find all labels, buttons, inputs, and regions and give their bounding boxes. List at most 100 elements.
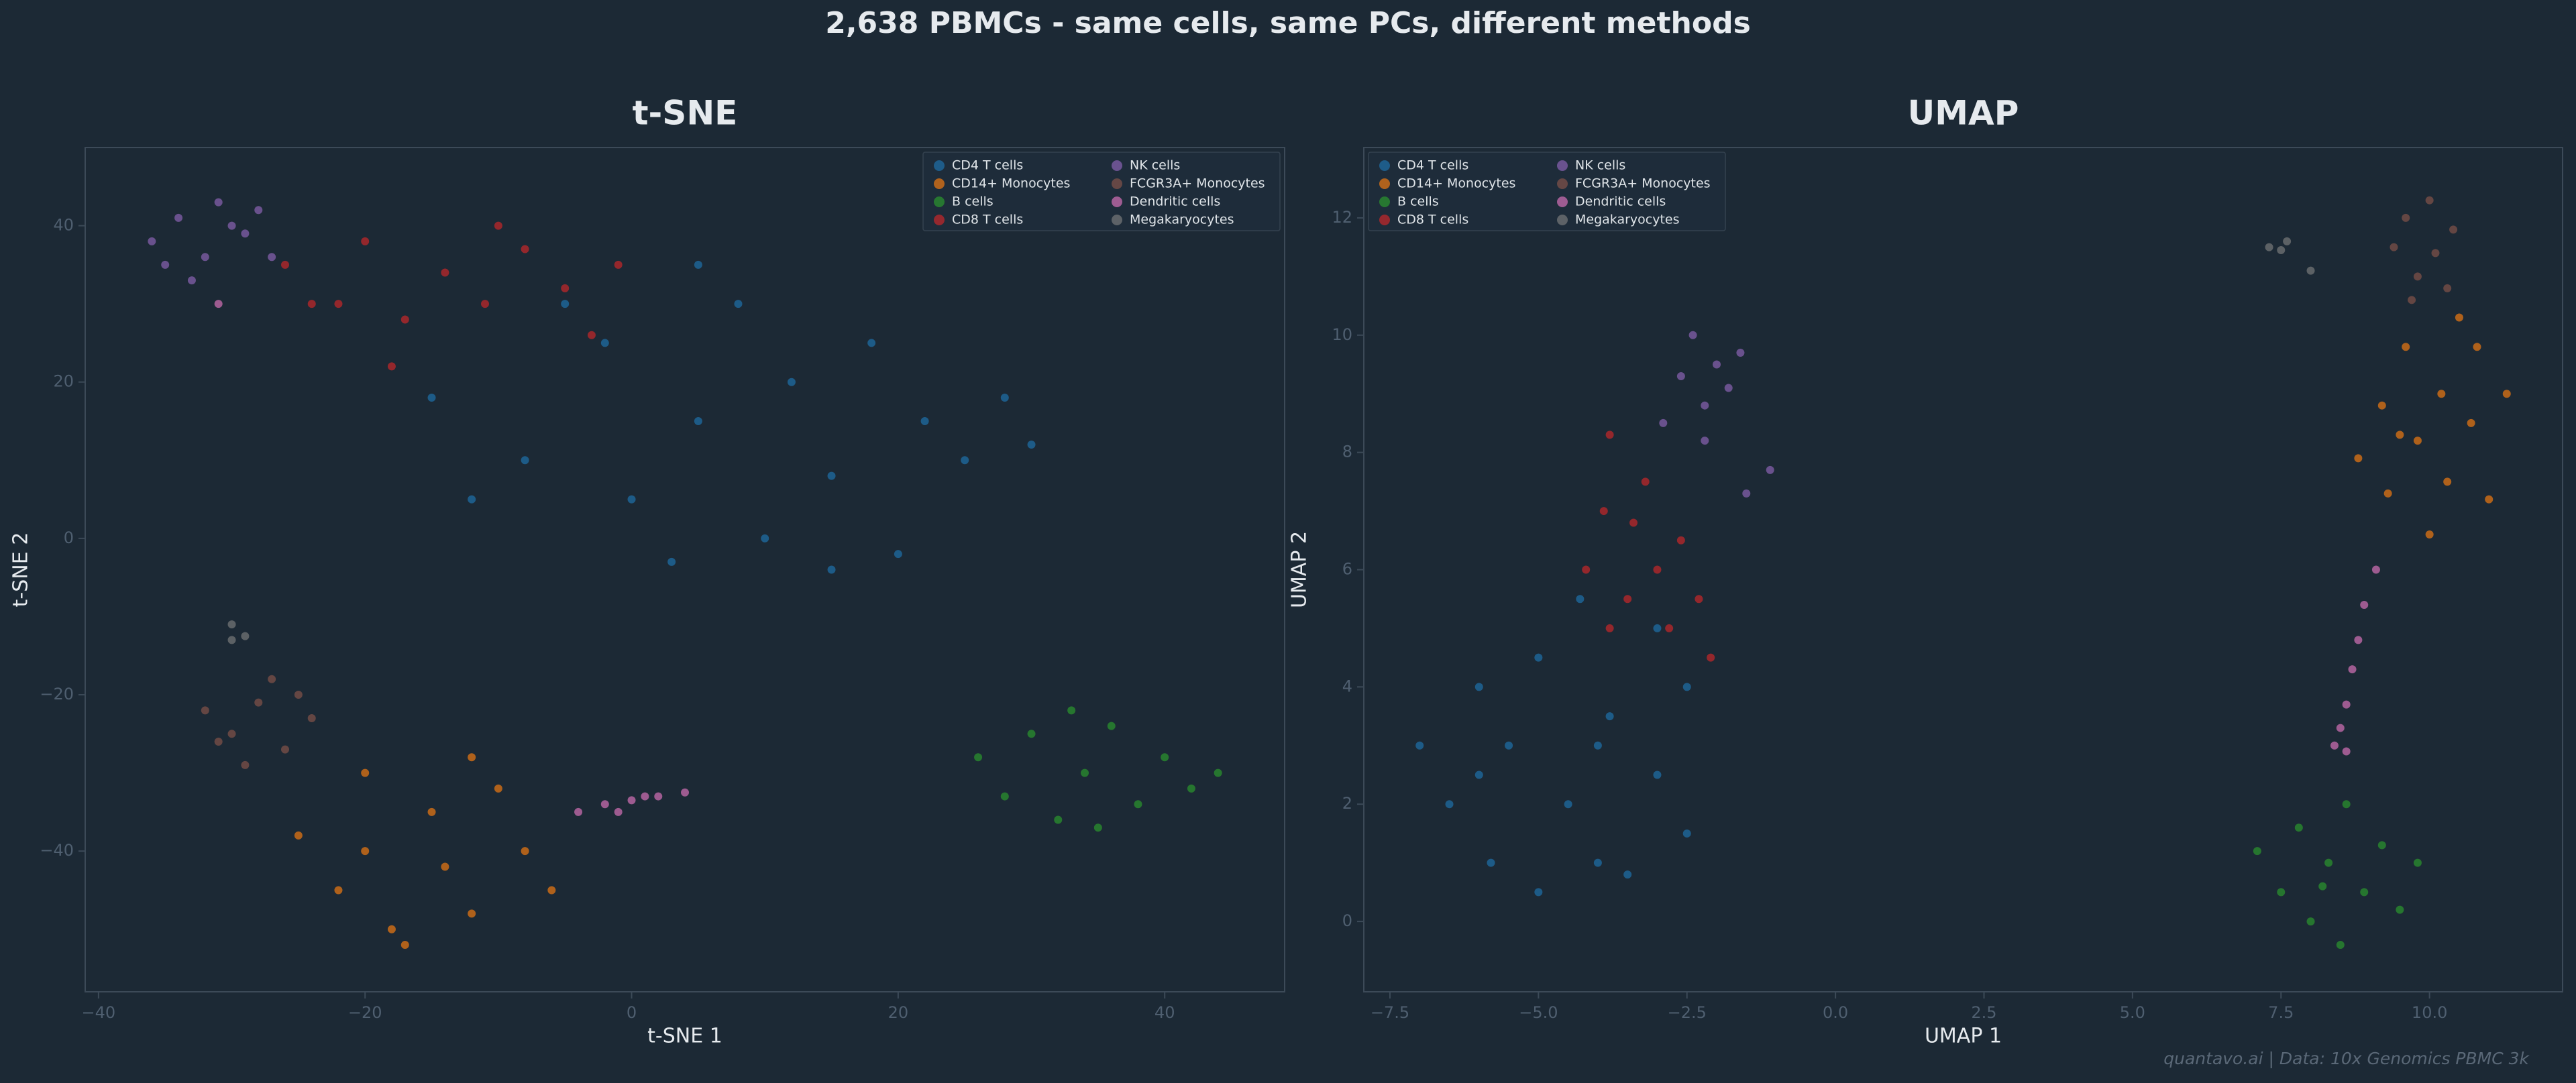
data-point: [627, 796, 636, 805]
legend-marker: [934, 215, 945, 225]
legend-box: [1368, 152, 1726, 231]
data-point: [227, 620, 236, 629]
legend-marker: [934, 178, 945, 189]
data-point: [2318, 882, 2327, 891]
data-point: [641, 792, 649, 801]
data-point: [361, 237, 370, 245]
data-point: [734, 300, 743, 308]
data-point: [227, 636, 236, 644]
data-point: [1093, 823, 1102, 832]
data-point: [2306, 266, 2315, 275]
data-point: [627, 495, 636, 504]
data-point: [561, 300, 570, 308]
data-point: [827, 471, 836, 480]
data-point: [2306, 917, 2315, 926]
data-point: [1682, 829, 1691, 838]
data-point: [2443, 477, 2452, 486]
data-point: [654, 792, 663, 801]
data-point: [1766, 465, 1774, 474]
x-tick-label: 20: [888, 1003, 909, 1022]
data-point: [494, 221, 502, 230]
data-point: [441, 862, 449, 871]
data-point: [268, 253, 276, 262]
data-point: [334, 300, 343, 308]
data-point: [2360, 888, 2369, 897]
data-point: [694, 417, 702, 426]
data-point: [2377, 401, 2386, 410]
data-point: [2324, 858, 2333, 867]
data-point: [1701, 437, 1709, 445]
data-point: [1214, 768, 1222, 777]
data-point: [174, 213, 183, 222]
data-point: [667, 557, 676, 566]
data-point: [2371, 565, 2380, 574]
x-tick-label: −40: [82, 1003, 116, 1022]
data-point: [600, 339, 609, 347]
legend-label: NK cells: [1130, 158, 1180, 173]
data-point: [974, 753, 983, 762]
legend-marker: [1557, 196, 1568, 207]
data-point: [761, 534, 769, 543]
data-point: [387, 362, 396, 371]
y-tick-label: 0: [64, 528, 74, 547]
plot-area: [1363, 147, 2563, 992]
data-point: [494, 784, 502, 793]
data-point: [1682, 683, 1691, 691]
data-point: [2342, 747, 2351, 756]
data-point: [1564, 800, 1572, 809]
legend-box: [922, 152, 1281, 231]
data-point: [614, 260, 623, 269]
x-axis-label: t-SNE 1: [647, 1025, 722, 1048]
data-point: [827, 565, 836, 574]
data-point: [294, 691, 303, 699]
legend-marker: [1557, 160, 1568, 171]
data-point: [2413, 858, 2422, 867]
data-point: [214, 300, 223, 308]
data-point: [1027, 440, 1036, 449]
data-point: [2360, 600, 2369, 609]
footer: quantavo.ai | Data: 10x Genomics PBMC 3k: [2163, 1049, 2530, 1068]
data-point: [1676, 372, 1685, 380]
data-point: [361, 768, 370, 777]
data-point: [1505, 741, 1513, 750]
legend-label: CD14+ Monocytes: [952, 176, 1070, 191]
y-tick-label: −20: [40, 685, 74, 703]
data-point: [241, 229, 250, 238]
data-point: [2431, 249, 2440, 258]
data-point: [1134, 800, 1142, 809]
data-point: [241, 632, 250, 640]
legend-label: CD4 T cells: [952, 158, 1023, 173]
y-tick-label: 4: [1342, 677, 1352, 695]
data-point: [1653, 624, 1662, 632]
data-point: [1641, 477, 1650, 486]
data-point: [201, 253, 209, 262]
data-point: [920, 417, 929, 426]
data-point: [1701, 401, 1709, 410]
data-point: [2425, 530, 2434, 539]
legend-marker: [1379, 196, 1390, 207]
x-tick-label: 40: [1155, 1003, 1175, 1022]
y-tick-label: 0: [1342, 911, 1352, 930]
data-point: [681, 788, 689, 797]
y-axis-label: t-SNE 2: [9, 532, 33, 608]
data-point: [2402, 213, 2410, 222]
legend-marker: [1112, 178, 1122, 189]
data-point: [2396, 905, 2404, 914]
data-point: [2377, 841, 2386, 850]
data-point: [481, 300, 489, 308]
x-tick-label: 0.0: [1823, 1003, 1848, 1022]
data-point: [1695, 595, 1703, 604]
data-point: [1054, 815, 1063, 824]
data-point: [387, 925, 396, 933]
legend-label: B cells: [1397, 194, 1439, 209]
data-point: [2277, 246, 2286, 255]
data-point: [1623, 595, 1632, 604]
data-point: [1534, 653, 1543, 662]
x-tick-label: 2.5: [1971, 1003, 1996, 1022]
data-point: [2473, 343, 2481, 351]
data-point: [468, 753, 476, 762]
data-point: [441, 268, 449, 277]
data-point: [2265, 243, 2273, 251]
